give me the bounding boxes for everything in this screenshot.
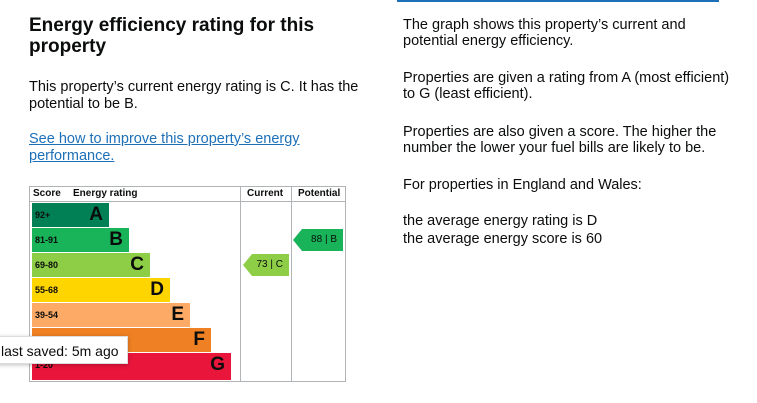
band-letter: A xyxy=(89,204,103,225)
band-letter: D xyxy=(150,279,164,300)
last-saved-tooltip: last saved: 5m ago xyxy=(0,336,128,364)
band-score-range: 81-91 xyxy=(35,235,59,245)
top-divider xyxy=(397,0,719,2)
header-divider xyxy=(30,201,345,202)
band-e: 39-54 E xyxy=(32,303,190,327)
potential-rating-arrow: 88 | B xyxy=(293,229,343,251)
average-rating-text: the average energy rating is D xyxy=(403,213,598,229)
band-letter: E xyxy=(171,304,184,325)
potential-arrow-shape xyxy=(293,229,343,251)
column-divider-current xyxy=(240,187,241,381)
region-text: For properties in England and Wales: xyxy=(403,177,642,193)
band-score-range: 55-68 xyxy=(35,285,59,295)
band-score-range: 39-54 xyxy=(35,310,59,320)
band-score-range: 1-20 xyxy=(35,360,54,370)
header-current: Current xyxy=(247,188,284,199)
score-description: Properties are also given a score. The h… xyxy=(403,124,717,156)
band-letter: G xyxy=(210,354,225,375)
header-energy-rating: Energy rating xyxy=(73,188,138,199)
band-c: 69-80 C xyxy=(32,253,150,277)
energy-rating-chart: Score Energy rating Current Potential 92… xyxy=(29,186,346,382)
current-rating-label: 73 | C xyxy=(256,259,284,270)
rating-description: Properties are given a rating from A (mo… xyxy=(403,70,730,102)
potential-rating-label: 88 | B xyxy=(311,234,337,245)
column-divider-potential xyxy=(291,187,292,381)
section-heading: Energy efficiency rating for this proper… xyxy=(29,15,315,57)
header-score: Score xyxy=(33,188,61,199)
band-a: 92+ A xyxy=(32,203,109,227)
band-b: 81-91 B xyxy=(32,228,129,252)
band-letter: F xyxy=(193,329,205,350)
header-potential: Potential xyxy=(298,188,341,199)
band-letter: B xyxy=(109,229,123,250)
band-score-range: 92+ xyxy=(35,210,51,220)
band-d: 55-68 D xyxy=(32,278,170,302)
current-arrow-shape xyxy=(243,254,289,276)
improve-energy-link[interactable]: See how to improve this property’s energ… xyxy=(29,131,300,164)
current-rating-text: This property’s current energy rating is… xyxy=(29,79,359,112)
graph-description: The graph shows this property’s current … xyxy=(403,17,686,49)
band-letter: C xyxy=(130,254,144,275)
current-rating-arrow: 73 | C xyxy=(243,254,289,276)
average-score-text: the average energy score is 60 xyxy=(403,231,603,247)
band-score-range: 69-80 xyxy=(35,260,59,270)
